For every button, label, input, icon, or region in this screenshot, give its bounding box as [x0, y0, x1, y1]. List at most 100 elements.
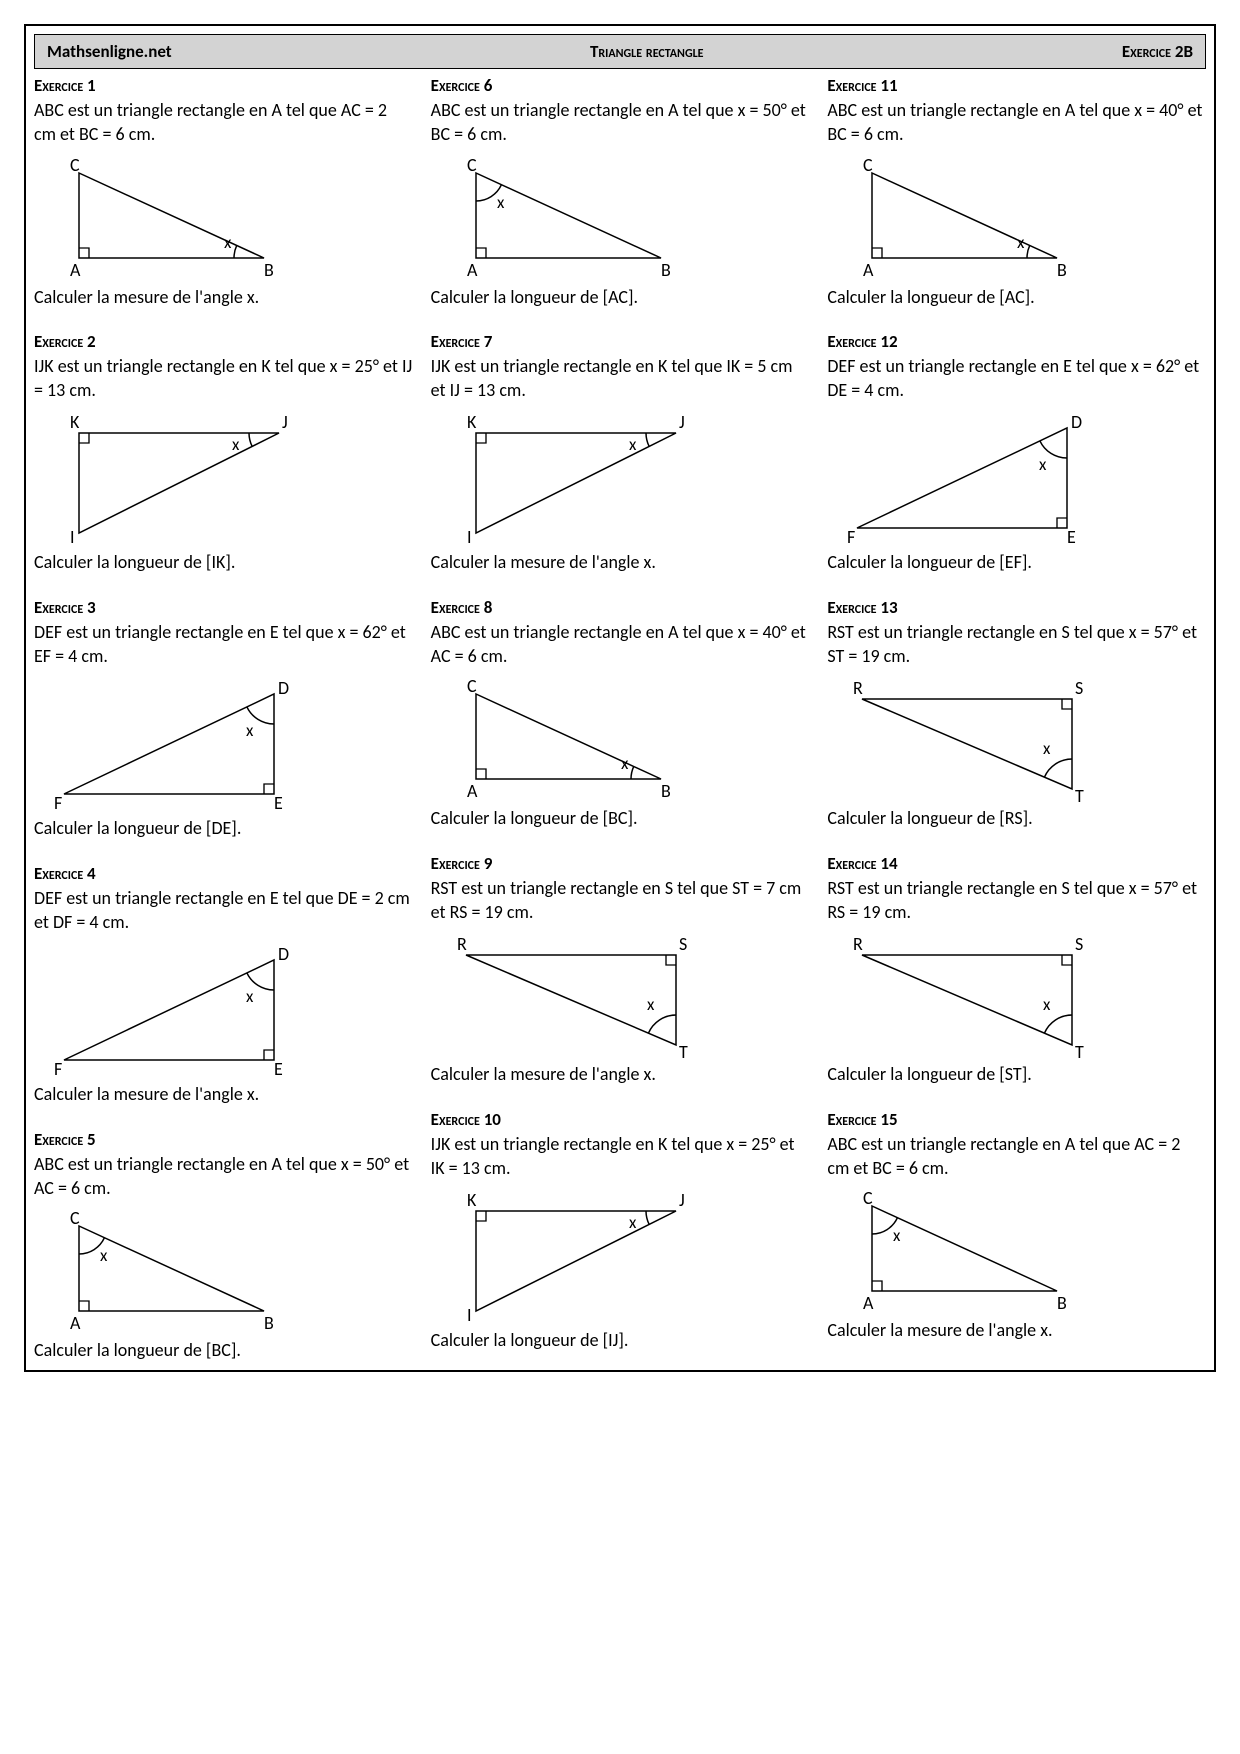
exercise-statement: ABC est un triangle rectangle en A tel q… [34, 98, 413, 147]
exercise-title: Exercice 1 [34, 75, 413, 96]
triangle-figure: xRST [827, 930, 1107, 1060]
svg-text:T: T [1075, 785, 1084, 804]
svg-text:x: x [1043, 738, 1051, 759]
triangle-figure: xKJI [431, 408, 711, 548]
svg-text:x: x [1017, 232, 1025, 253]
exercise-question: Calculer la longueur de [IK]. [34, 550, 413, 574]
site-name: Mathsenligne.net [47, 41, 172, 62]
triangle-figure: x K J I [431, 1186, 711, 1326]
exercise-title: Exercice 5 [34, 1129, 413, 1150]
exercise-question: Calculer la longueur de [EF]. [827, 550, 1206, 574]
svg-text:T: T [1075, 1041, 1084, 1060]
exercise-statement: IJK est un triangle rectangle en K tel q… [431, 1132, 810, 1181]
exercise-14: Exercice 14RST est un triangle rectangle… [827, 853, 1206, 1087]
exercise-title: Exercice 15 [827, 1109, 1206, 1130]
exercise-title: Exercice 2 [34, 331, 413, 352]
exercise-title: Exercice 3 [34, 597, 413, 618]
svg-text:B: B [1057, 259, 1067, 281]
exercise-2: Exercice 2IJK est un triangle rectangle … [34, 331, 413, 575]
svg-text:J: J [679, 411, 685, 433]
exercise-question: Calculer la mesure de l'angle x. [34, 1082, 413, 1106]
exercise-question: Calculer la longueur de [RS]. [827, 806, 1206, 830]
svg-text:x: x [497, 192, 505, 213]
svg-text:B: B [264, 1312, 274, 1334]
column-1: Exercice 1ABC est un triangle rectangle … [34, 75, 413, 1362]
triangle-figure: xABC [431, 674, 691, 804]
exercise-statement: ABC est un triangle rectangle en A tel q… [827, 1132, 1206, 1181]
svg-text:x: x [893, 1225, 901, 1246]
triangle-figure: xRST [431, 930, 711, 1060]
svg-text:J: J [679, 1189, 685, 1211]
svg-text:K: K [467, 411, 477, 433]
svg-text:x: x [232, 434, 240, 455]
exercise-12: Exercice 12DEF est un triangle rectangle… [827, 331, 1206, 575]
svg-text:I: I [467, 1304, 472, 1326]
exercise-question: Calculer la longueur de [AC]. [431, 285, 810, 309]
triangle-figure: x A B C [827, 153, 1087, 283]
svg-text:x: x [629, 1212, 637, 1233]
svg-text:E: E [274, 792, 283, 814]
svg-text:x: x [1043, 994, 1051, 1015]
exercise-11: Exercice 11ABC est un triangle rectangle… [827, 75, 1206, 309]
exercise-question: Calculer la longueur de [BC]. [34, 1338, 413, 1362]
svg-text:E: E [274, 1058, 283, 1080]
exercise-statement: DEF est un triangle rectangle en E tel q… [827, 354, 1206, 403]
svg-text:A: A [863, 259, 874, 281]
exercise-question: Calculer la longueur de [BC]. [431, 806, 810, 830]
exercise-title: Exercice 7 [431, 331, 810, 352]
header-bar: Mathsenligne.net Triangle rectangle Exer… [34, 34, 1206, 69]
svg-text:x: x [1039, 454, 1047, 475]
svg-text:C: C [467, 675, 477, 697]
svg-text:x: x [246, 720, 254, 741]
svg-text:x: x [246, 986, 254, 1007]
exercise-title: Exercice 14 [827, 853, 1206, 874]
triangle-figure: xABC [431, 153, 691, 283]
svg-text:C: C [70, 154, 80, 176]
triangle-figure: xABC [34, 153, 294, 283]
exercise-statement: ABC est un triangle rectangle en A tel q… [827, 98, 1206, 147]
exercise-question: Calculer la mesure de l'angle x. [827, 1318, 1206, 1342]
svg-text:I: I [70, 526, 75, 548]
exercise-1: Exercice 1ABC est un triangle rectangle … [34, 75, 413, 309]
exercise-6: Exercice 6ABC est un triangle rectangle … [431, 75, 810, 309]
triangle-figure: xFED [34, 940, 314, 1080]
svg-text:D: D [278, 677, 289, 699]
svg-text:A: A [70, 1312, 81, 1334]
svg-text:D: D [1071, 411, 1082, 433]
svg-text:C: C [863, 154, 873, 176]
page-frame: Mathsenligne.net Triangle rectangle Exer… [24, 24, 1216, 1372]
svg-text:x: x [224, 232, 232, 253]
triangle-figure: xABC [827, 1186, 1087, 1316]
column-3: Exercice 11ABC est un triangle rectangle… [827, 75, 1206, 1362]
exercise-ref: Exercice 2B [1122, 41, 1193, 62]
exercise-title: Exercice 6 [431, 75, 810, 96]
svg-text:R: R [853, 933, 863, 955]
exercise-question: Calculer la longueur de [DE]. [34, 816, 413, 840]
exercise-question: Calculer la longueur de [ST]. [827, 1062, 1206, 1086]
svg-text:D: D [278, 943, 289, 965]
svg-text:x: x [100, 1245, 108, 1266]
svg-text:R: R [457, 933, 467, 955]
svg-text:x: x [629, 434, 637, 455]
exercise-statement: IJK est un triangle rectangle en K tel q… [431, 354, 810, 403]
exercise-10: Exercice 10IJK est un triangle rectangle… [431, 1109, 810, 1353]
exercise-title: Exercice 10 [431, 1109, 810, 1130]
svg-text:F: F [847, 526, 855, 548]
svg-text:K: K [467, 1189, 477, 1211]
svg-text:C: C [467, 154, 477, 176]
exercise-title: Exercice 12 [827, 331, 1206, 352]
exercise-statement: DEF est un triangle rectangle en E tel q… [34, 620, 413, 669]
exercise-statement: RST est un triangle rectangle en S tel q… [431, 876, 810, 925]
exercise-13: Exercice 13RST est un triangle rectangle… [827, 597, 1206, 831]
exercise-5: Exercice 5ABC est un triangle rectangle … [34, 1129, 413, 1363]
svg-text:B: B [661, 259, 671, 281]
triangle-figure: xABC [34, 1206, 294, 1336]
exercise-statement: RST est un triangle rectangle en S tel q… [827, 876, 1206, 925]
exercise-title: Exercice 13 [827, 597, 1206, 618]
triangle-figure: xFED [827, 408, 1107, 548]
exercise-4: Exercice 4DEF est un triangle rectangle … [34, 863, 413, 1107]
svg-text:J: J [282, 411, 288, 433]
columns-container: Exercice 1ABC est un triangle rectangle … [34, 75, 1206, 1362]
svg-text:A: A [70, 259, 81, 281]
svg-text:A: A [467, 780, 478, 802]
